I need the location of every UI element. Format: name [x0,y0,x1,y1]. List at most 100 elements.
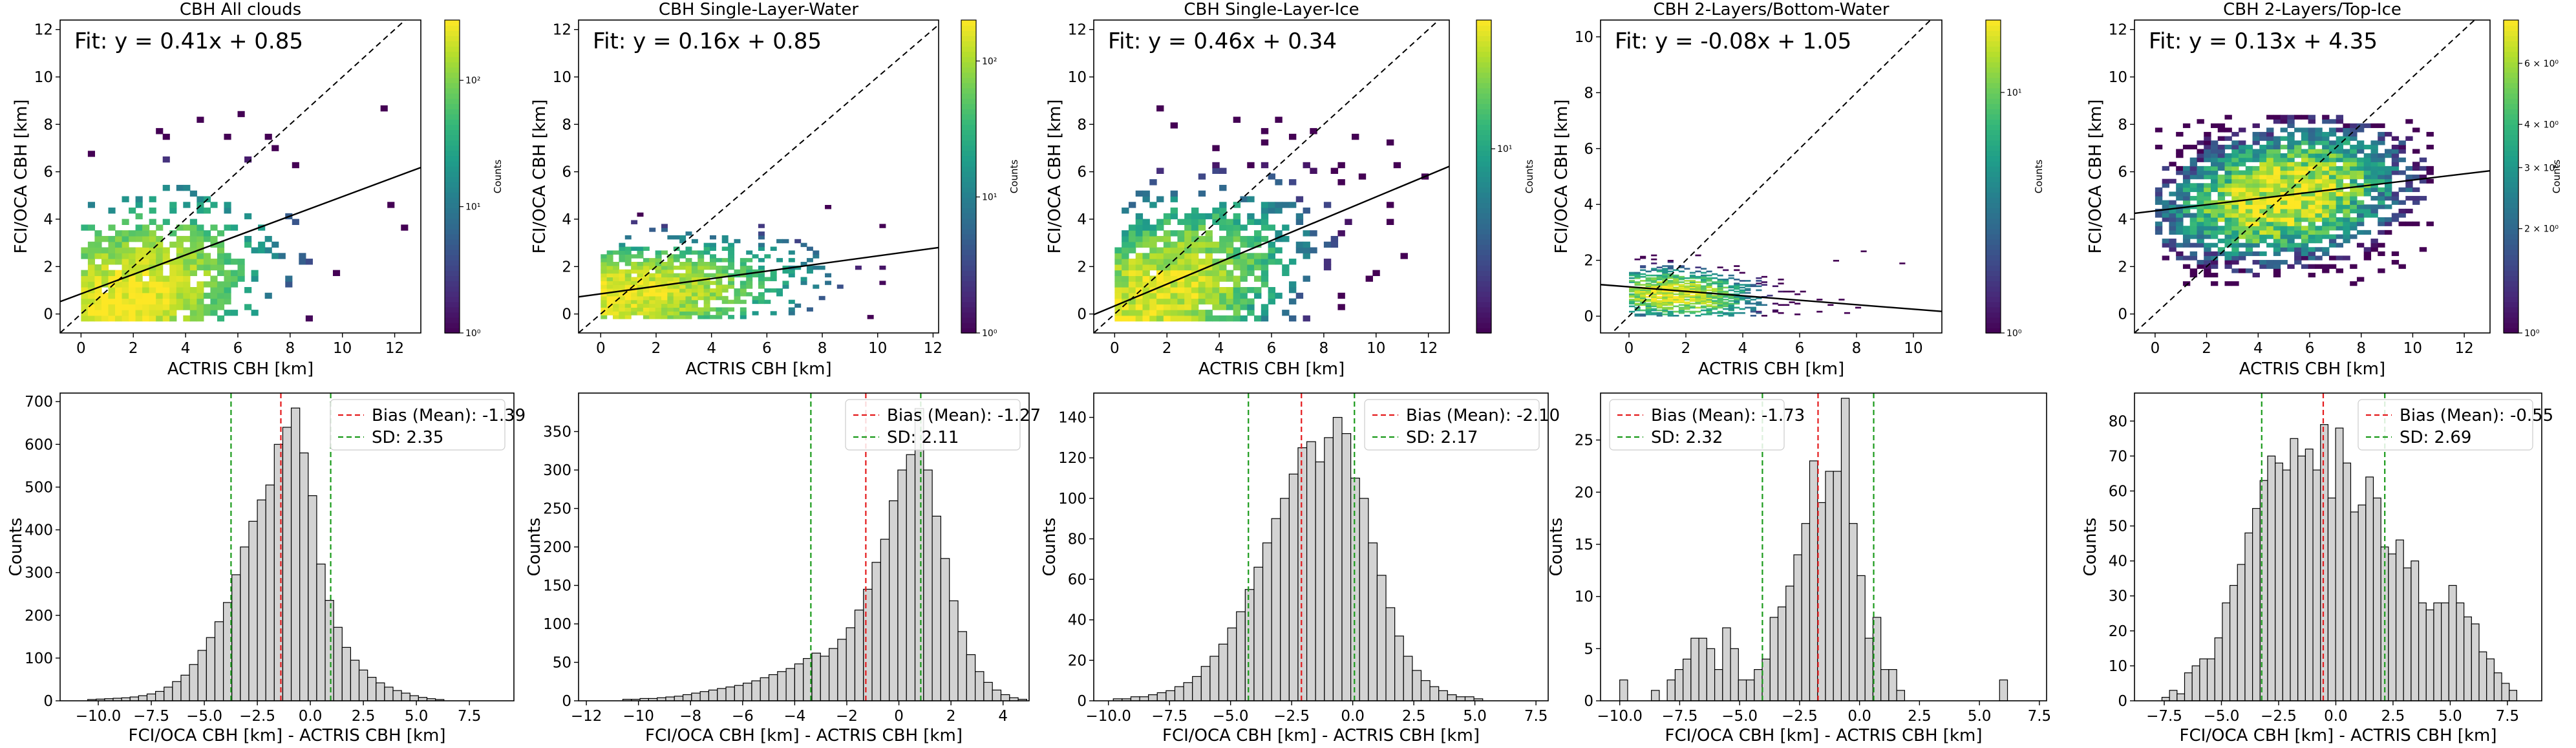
density-cell [1656,290,1663,293]
density-cell [2287,153,2295,158]
density-cell [1723,301,1729,303]
density-cell [1667,270,1674,273]
colorbar-segment [961,171,976,177]
density-cell [2239,226,2246,231]
density-cell [1184,310,1192,316]
density-cell [1135,253,1144,259]
density-cell [2378,175,2385,180]
histogram-bar [717,688,727,701]
density-cell [1706,283,1712,284]
density-cell [2182,226,2191,231]
density-cell [2217,204,2226,209]
density-cell [2210,242,2219,248]
density-cell [2252,132,2260,137]
density-cell [1684,303,1690,305]
density-cell [2343,196,2350,201]
density-cell [210,235,218,242]
density-cell [1212,167,1220,174]
density-cell [2328,226,2337,231]
density-cell [758,258,765,262]
density-cell [2301,196,2309,201]
density-cell [2384,170,2392,175]
colorbar-segment [1986,77,2001,83]
density-cell [1261,253,1269,259]
histogram-bar [1420,680,1431,701]
colorbar-segment [2504,312,2518,318]
density-cell [1678,265,1685,267]
density-cell [1275,202,1283,208]
density-cell [606,254,613,259]
density-cell [2189,157,2198,162]
histogram-bar [871,562,881,701]
histogram-panel-3: −10.0 −7.5 −5.0 −2.5 0.0 2.5 5.0 7.502040608010… [1040,392,1560,745]
density-cell [1128,230,1136,237]
density-cell [601,262,608,266]
density-cell [637,246,644,251]
histogram-bar [1706,648,1716,701]
density-cell [1163,310,1171,316]
histogram-bar [392,690,402,701]
density-cell [1794,303,1801,305]
density-cell [2301,178,2309,184]
density-cell [2363,166,2372,171]
density-cell [2280,208,2288,214]
density-cell [2239,157,2246,162]
density-cell [2315,166,2323,171]
y-axis-label: FCI/OCA CBH [km] [12,100,31,254]
density-cell [1656,304,1663,306]
density-cell [2224,208,2232,214]
density-cell [2252,204,2260,209]
density-cell [108,270,116,277]
histogram-bar [743,683,752,701]
density-cell [1135,219,1144,225]
density-cell [1706,312,1712,314]
density-cell [667,299,674,305]
density-cell [2280,170,2288,175]
density-cell [2182,187,2191,193]
density-cell [94,281,102,288]
y-tick-label: 0 [2118,693,2127,710]
density-cell [2378,242,2385,248]
density-cell [2350,123,2358,129]
colorbar-segment [1986,249,2001,255]
density-cell [1122,292,1129,299]
density-cell [746,277,753,281]
density-cell [721,235,729,240]
density-cell [210,275,218,282]
colorbar-segment [1986,109,2001,114]
colorbar-segment [1476,25,1491,31]
density-cell [1233,247,1241,253]
density-cell [156,292,164,299]
colorbar-segment [961,275,976,282]
density-cell [2350,178,2358,184]
density-cell [1700,268,1707,270]
histogram-bar [1666,679,1676,701]
density-cell [1684,308,1690,310]
density-cell [1745,288,1751,290]
colorbar-segment [1986,134,2001,141]
density-cell [1170,122,1178,129]
density-cell [183,259,191,265]
density-cell [637,288,644,293]
density-cell [2398,213,2406,218]
density-cell [758,246,765,251]
density-cell [1656,303,1663,305]
density-cell [2189,242,2198,248]
x-tick-label: 2.5 [352,708,376,725]
density-cell [2176,170,2184,175]
density-cell [2328,242,2337,248]
density-cell [1645,295,1652,298]
colorbar-segment [961,98,976,104]
density-cell [1365,275,1373,282]
density-cell [156,310,164,316]
density-cell [1723,278,1729,281]
density-cell [2259,264,2267,269]
colorbar-segment [445,103,460,109]
density-cell [2217,136,2226,141]
colorbar-segment [1986,270,2001,277]
colorbar-segment [1476,119,1491,125]
density-cell [631,269,638,274]
density-cell [667,273,674,278]
histogram-bar [2350,511,2359,701]
